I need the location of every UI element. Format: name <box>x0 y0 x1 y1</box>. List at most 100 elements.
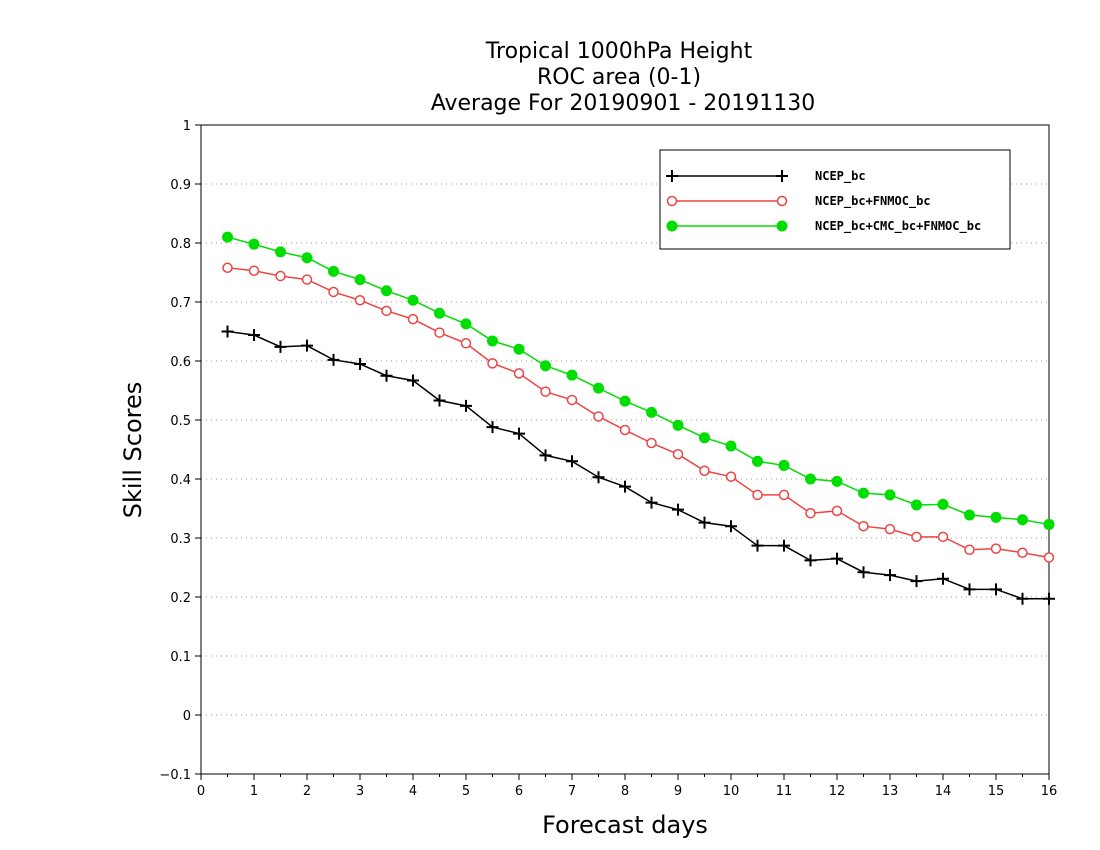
data-point <box>593 411 604 422</box>
data-point <box>301 339 313 352</box>
data-point <box>778 539 790 552</box>
legend-marker-start <box>666 220 678 232</box>
data-point <box>275 270 286 282</box>
data-point <box>858 487 869 499</box>
x-tick-label: 13 <box>882 784 899 799</box>
legend-label: NCEP_bc+CMC_bc+FNMOC_bc <box>815 219 981 234</box>
series-2 <box>222 262 1055 563</box>
legend-label: NCEP_bc+FNMOC_bc <box>815 194 931 209</box>
data-point <box>699 432 710 444</box>
legend-entry-1: NCEP_bc <box>666 169 866 184</box>
data-point <box>327 353 340 366</box>
series-line <box>227 236 1050 526</box>
data-point <box>381 285 392 297</box>
y-tick-label: 0.9 <box>170 178 191 193</box>
data-point <box>274 340 287 353</box>
data-point <box>672 448 684 460</box>
data-point <box>911 499 922 511</box>
data-point <box>778 459 790 471</box>
legend-box <box>659 149 1011 250</box>
data-point <box>937 531 949 543</box>
data-point <box>964 509 975 521</box>
data-point <box>937 572 949 585</box>
data-point <box>248 329 260 342</box>
legend-marker-start <box>666 195 678 207</box>
x-axis-title: Forecast days <box>542 811 708 839</box>
x-tick-label: 11 <box>776 784 793 799</box>
y-tick-label: 0.6 <box>170 355 191 370</box>
data-point <box>222 262 233 274</box>
series-3 <box>222 231 1055 530</box>
y-tick-label: 0.8 <box>170 237 191 252</box>
data-point <box>566 369 578 381</box>
data-point <box>513 343 525 355</box>
data-point <box>990 543 1002 554</box>
x-tick-label: 3 <box>356 784 364 799</box>
data-point <box>540 386 551 397</box>
data-point <box>301 274 313 285</box>
chart-title-line-3: Average For 20190901 - 20191130 <box>431 91 816 116</box>
data-point <box>486 421 499 434</box>
axis-ticks: −0.100.10.20.30.40.50.60.70.80.910 1 2 3 4 5 6… <box>159 119 1057 799</box>
data-point <box>381 305 392 317</box>
x-tick-label: 0 <box>197 784 205 799</box>
data-point <box>354 294 366 306</box>
y-tick-label: −0.1 <box>159 768 191 783</box>
data-point <box>380 369 393 382</box>
y-tick-label: 0.5 <box>170 414 191 429</box>
data-point <box>539 449 552 462</box>
x-tick-label: 16 <box>1041 784 1058 799</box>
data-point <box>619 424 631 436</box>
data-point <box>513 427 525 440</box>
data-point <box>884 489 896 501</box>
data-point <box>698 516 711 529</box>
x-tick-label: 7 <box>568 784 576 799</box>
series-lines <box>221 231 1055 605</box>
data-point <box>645 496 658 509</box>
data-point <box>221 325 234 338</box>
data-point <box>964 544 975 556</box>
data-point <box>1043 518 1055 530</box>
y-tick-label: 0.3 <box>170 532 191 547</box>
x-tick-label: 6 <box>515 784 523 799</box>
data-point <box>910 575 923 588</box>
data-point <box>725 520 737 533</box>
data-point <box>804 554 817 567</box>
data-point <box>513 368 525 379</box>
data-point <box>593 382 604 394</box>
data-point <box>407 294 419 306</box>
data-point <box>460 399 472 412</box>
x-tick-label: 8 <box>621 784 629 799</box>
x-tick-label: 9 <box>674 784 682 799</box>
data-point <box>460 318 472 330</box>
data-point <box>354 274 366 286</box>
y-tick-label: 0.4 <box>170 473 191 488</box>
data-point <box>1016 592 1029 605</box>
data-point <box>619 395 631 407</box>
data-point <box>301 252 313 264</box>
x-tick-label: 5 <box>462 784 470 799</box>
chart-title-line-1: Tropical 1000hPa Height <box>485 39 753 64</box>
data-point <box>884 523 896 535</box>
legend-entry-3: NCEP_bc+CMC_bc+FNMOC_bc <box>666 219 981 234</box>
data-point <box>858 520 869 532</box>
data-point <box>831 475 843 487</box>
x-tick-label: 14 <box>935 784 952 799</box>
data-point <box>566 394 578 406</box>
data-point <box>672 503 684 516</box>
x-tick-label: 4 <box>409 784 417 799</box>
x-tick-label: 2 <box>303 784 311 799</box>
data-point <box>1017 547 1028 558</box>
legend-label: NCEP_bc <box>815 169 866 184</box>
data-point <box>831 552 843 565</box>
data-point <box>699 465 710 476</box>
y-axis-title: Skill Scores <box>119 382 147 519</box>
series-line <box>227 330 1049 600</box>
legend-marker-end <box>776 195 788 207</box>
data-point <box>434 327 445 338</box>
data-point <box>248 265 260 276</box>
x-tick-label: 10 <box>723 784 740 799</box>
data-point <box>566 455 578 468</box>
data-point <box>540 360 551 372</box>
data-point <box>884 569 896 582</box>
